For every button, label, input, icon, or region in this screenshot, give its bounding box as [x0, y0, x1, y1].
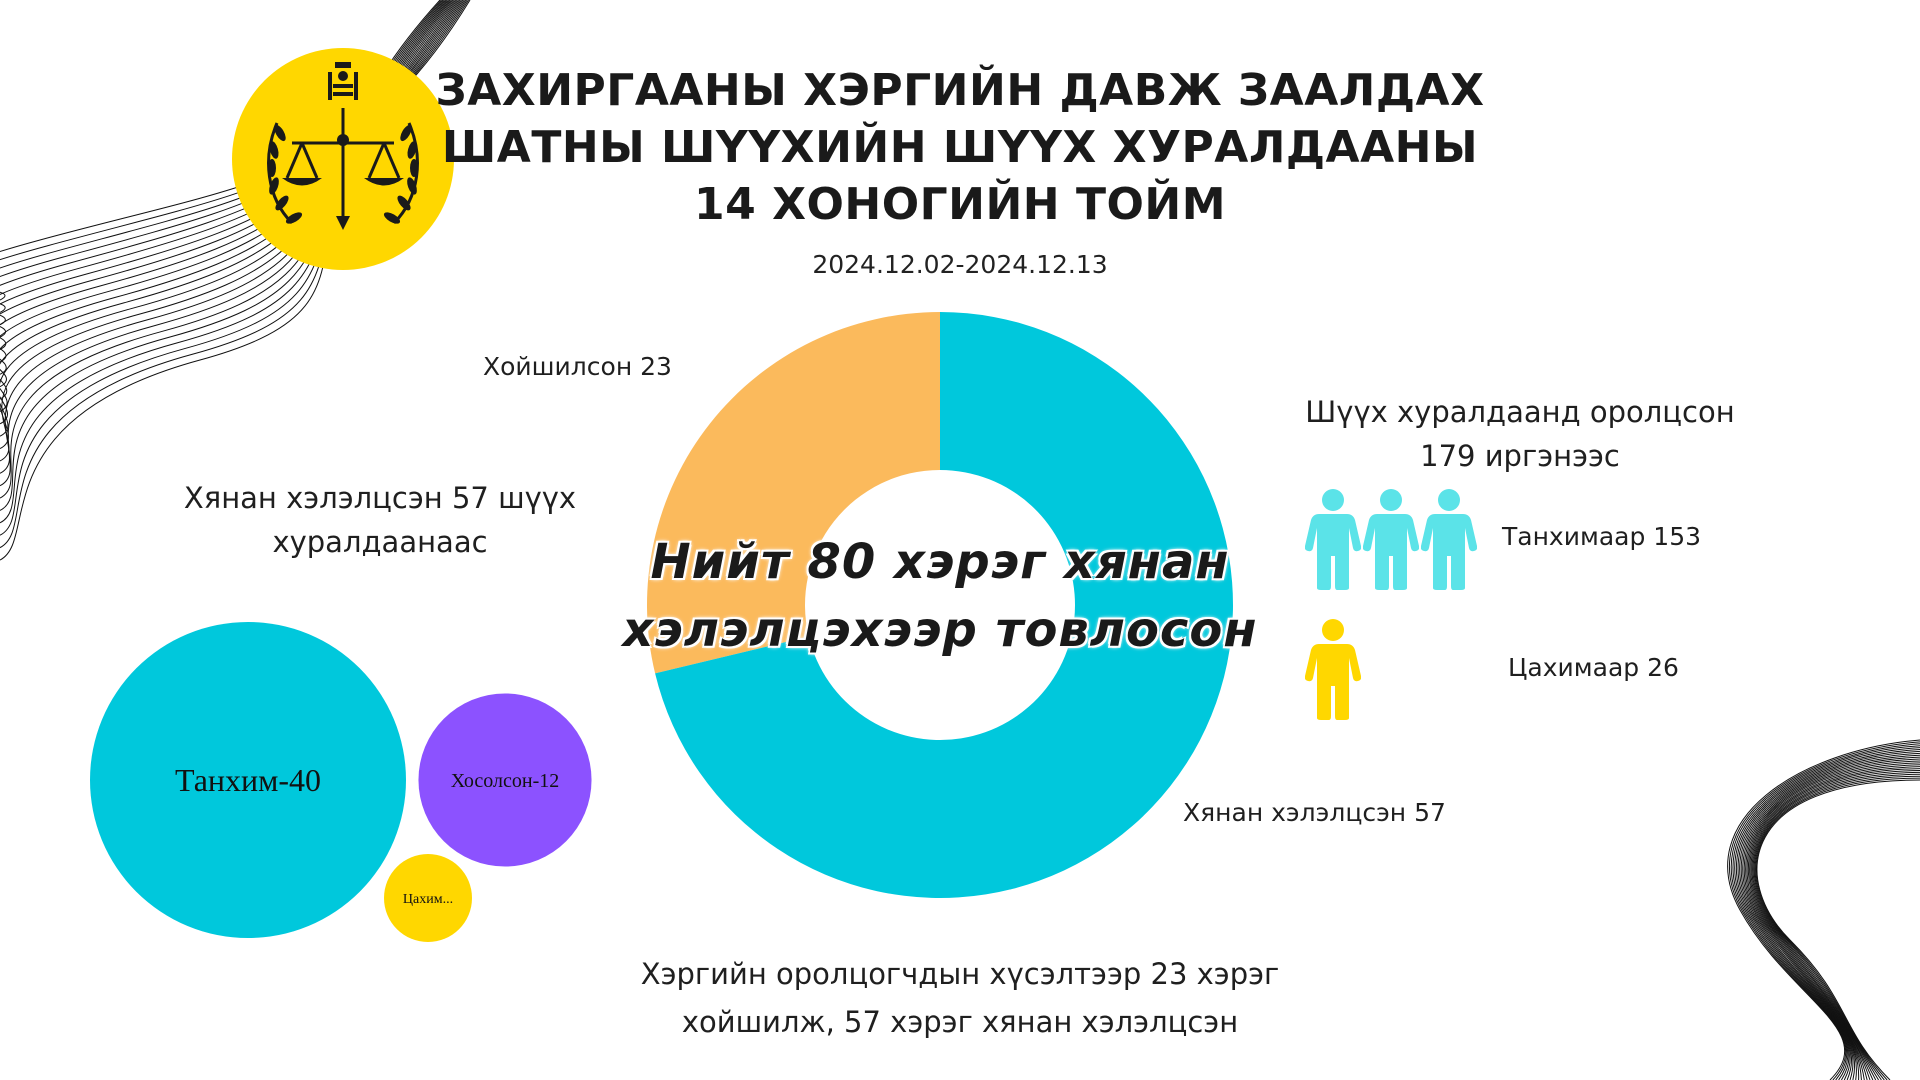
bubble-chart: Танхим-40 Хосолсон-12 Цахим... — [90, 622, 592, 942]
wave-line — [1727, 739, 1920, 1080]
footer-line-2: хойшилж, 57 хэрэг хянан хэлэлцсэн — [681, 1005, 1239, 1039]
participants-heading: Шүүх хуралдаанд оролцсон 179 иргэнээс — [1280, 390, 1760, 478]
wave-line — [1732, 745, 1920, 1080]
wave-line — [1735, 749, 1920, 1080]
online-label: Цахимаар 26 — [1508, 653, 1679, 682]
court-emblem-icon — [232, 48, 454, 270]
wave-line — [1755, 777, 1920, 1080]
bubble-combined-label: Хосолсон-12 — [451, 770, 560, 792]
participants-heading-line-1: Шүүх хуралдаанд оролцсон — [1305, 395, 1735, 429]
bubble-online — [384, 854, 472, 942]
donut-chart — [647, 312, 1233, 898]
online-pictogram — [1305, 618, 1365, 728]
wave-line — [1747, 764, 1920, 1080]
person-icon — [1305, 619, 1361, 720]
page-title: ЗАХИРГААНЫ ХЭРГИЙН ДАВЖ ЗААЛДАХ ШАТНЫ ШҮ… — [400, 62, 1520, 233]
wave-line — [1756, 779, 1920, 1080]
bubble-heading-line-1: Хянан хэлэлцсэн 57 шүүх — [183, 481, 577, 515]
donut-center-line-2: хэлэлцэхээр товлосон — [622, 602, 1258, 658]
in-person-pictogram — [1305, 488, 1485, 598]
title-line-3: 14 ХОНОГИЙН ТОЙМ — [694, 179, 1226, 230]
footer-line-1: Хэргийн оролцогчдын хүсэлтээр 23 хэрэг — [640, 957, 1280, 991]
person-icon — [1421, 489, 1477, 590]
date-range: 2024.12.02-2024.12.13 — [812, 250, 1108, 279]
donut-slice-postponed — [647, 312, 940, 674]
wave-line — [1751, 769, 1920, 1080]
title-line-1: ЗАХИРГААНЫ ХЭРГИЙН ДАВЖ ЗААЛДАХ — [435, 65, 1485, 116]
participants-heading-line-2: 179 иргэнээс — [1420, 439, 1620, 473]
bubble-heading-line-2: хуралдаанаас — [272, 525, 488, 559]
bubble-combined — [418, 693, 592, 867]
wave-line — [1739, 752, 1920, 1080]
wave-line — [1729, 741, 1920, 1080]
bubble-online-label: Цахим... — [403, 892, 453, 907]
wave-line — [1749, 766, 1920, 1080]
bubble-in-person-label: Танхим-40 — [175, 762, 321, 798]
wave-line — [1734, 747, 1920, 1080]
wave-line — [1754, 775, 1920, 1080]
bubble-heading: Хянан хэлэлцсэн 57 шүүх хуралдаанаас — [120, 476, 640, 564]
donut-slice-reviewed — [655, 312, 1233, 898]
wave-line — [1742, 756, 1920, 1080]
wave-line — [1745, 760, 1920, 1080]
bubble-in-person — [90, 622, 406, 938]
wave-line — [1740, 754, 1920, 1080]
donut-center-line-1: Нийт 80 хэрэг хянан — [650, 534, 1230, 590]
wave-line — [1730, 743, 1920, 1080]
wave-line — [1737, 750, 1920, 1080]
donut-label-reviewed: Хянан хэлэлцсэн 57 — [1183, 798, 1446, 827]
in-person-label: Танхимаар 153 — [1502, 522, 1702, 551]
wave-line — [1753, 773, 1920, 1080]
wave-decoration-right — [1727, 739, 1920, 1080]
wave-line — [1752, 771, 1920, 1080]
footer-summary: Хэргийн оролцогчдын хүсэлтээр 23 хэрэг х… — [560, 950, 1360, 1046]
donut-label-postponed: Хойшилсон 23 — [483, 352, 672, 381]
wave-line — [1746, 762, 1920, 1080]
donut-center-text: Нийт 80 хэрэг хянан хэлэлцэхээр товлосон — [600, 528, 1280, 664]
person-icon — [1363, 489, 1419, 590]
person-icon — [1305, 489, 1361, 590]
title-line-2: ШАТНЫ ШҮҮХИЙН ШҮҮХ ХУРАЛДААНЫ — [441, 122, 1479, 173]
wave-line — [1743, 758, 1920, 1080]
